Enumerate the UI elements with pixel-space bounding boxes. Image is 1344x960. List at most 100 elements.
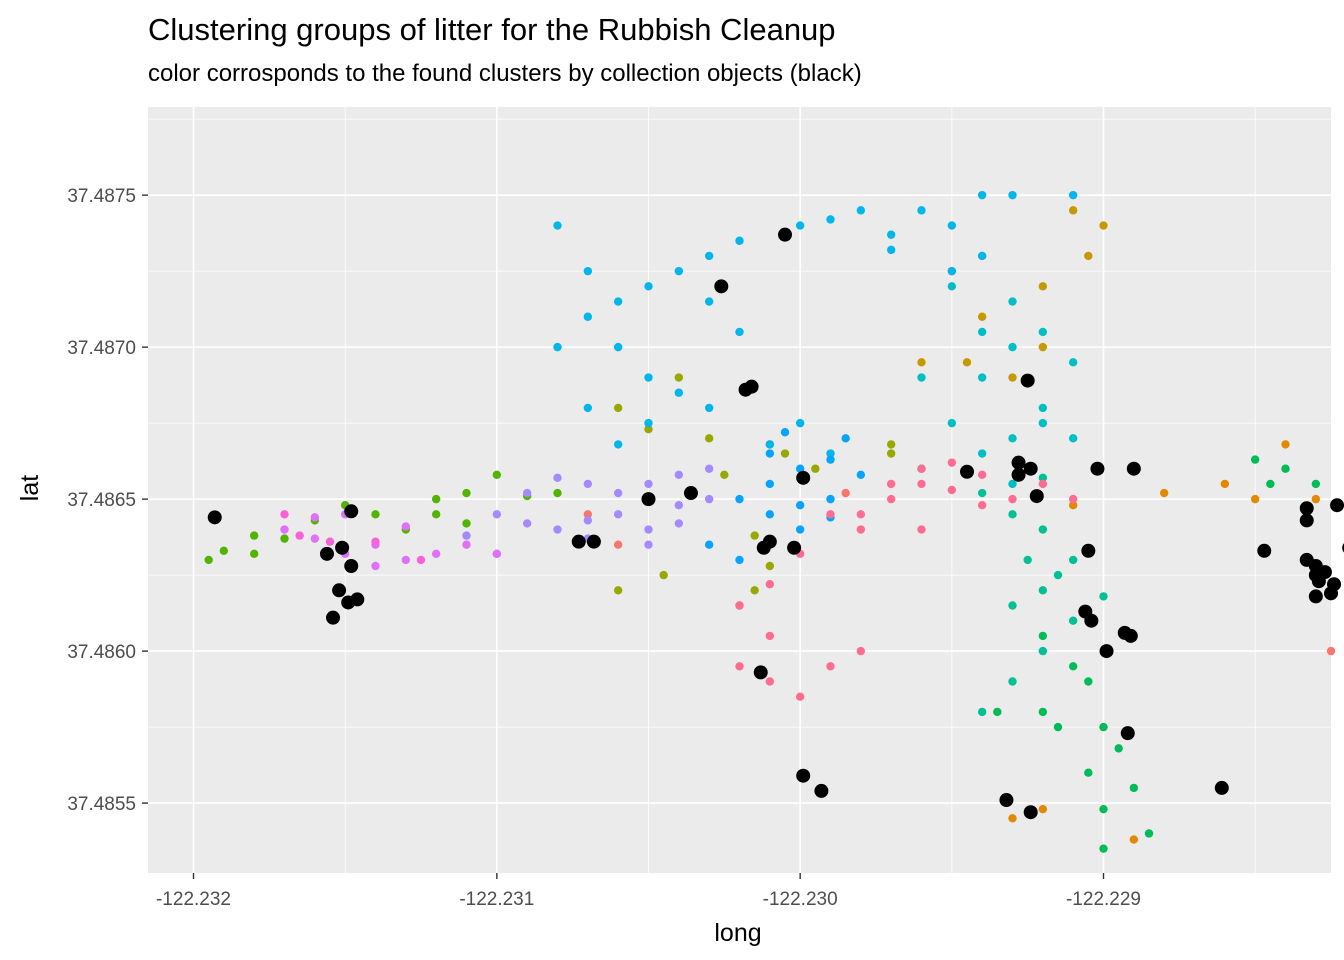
data-point bbox=[613, 440, 623, 449]
data-point bbox=[553, 488, 562, 498]
collection-object-point bbox=[1311, 574, 1326, 589]
data-point bbox=[674, 519, 684, 528]
data-point bbox=[704, 540, 714, 549]
collection-object-point bbox=[1023, 461, 1038, 476]
data-point bbox=[886, 479, 896, 489]
data-point bbox=[977, 251, 987, 261]
data-point bbox=[1068, 494, 1078, 504]
data-point bbox=[977, 190, 987, 200]
data-point bbox=[659, 570, 668, 580]
data-point bbox=[704, 403, 714, 413]
collection-object-point bbox=[1120, 726, 1135, 741]
data-point bbox=[1099, 722, 1108, 732]
collection-object-point bbox=[796, 470, 811, 485]
data-point bbox=[401, 555, 411, 565]
data-point bbox=[811, 464, 820, 473]
data-point bbox=[1084, 768, 1093, 777]
data-point bbox=[613, 488, 623, 498]
collection-object-point bbox=[1090, 461, 1105, 476]
data-point bbox=[492, 470, 502, 480]
data-point bbox=[644, 479, 653, 489]
data-point bbox=[750, 586, 759, 595]
data-point bbox=[1008, 814, 1017, 823]
data-point bbox=[977, 373, 987, 382]
data-point bbox=[1068, 500, 1078, 510]
collection-object-point bbox=[1308, 589, 1323, 604]
y-tick-label: 37.4855 bbox=[67, 794, 136, 815]
y-tick-label: 37.4870 bbox=[67, 338, 136, 359]
data-point bbox=[1038, 631, 1048, 641]
data-point bbox=[993, 707, 1002, 717]
data-point bbox=[1023, 555, 1032, 565]
y-axis-label: lat bbox=[16, 475, 44, 501]
x-axis-label: long bbox=[714, 919, 761, 947]
data-point bbox=[1129, 783, 1139, 793]
data-point bbox=[462, 540, 471, 549]
data-point bbox=[856, 646, 866, 656]
data-point bbox=[583, 266, 593, 276]
data-point bbox=[1068, 662, 1078, 671]
data-point bbox=[917, 525, 926, 534]
data-point bbox=[947, 282, 957, 291]
data-point bbox=[856, 470, 866, 480]
collection-object-point bbox=[1084, 613, 1099, 628]
collection-object-point bbox=[571, 534, 586, 549]
data-point bbox=[947, 266, 957, 276]
data-point bbox=[249, 549, 259, 559]
data-point bbox=[462, 488, 471, 498]
data-point bbox=[704, 297, 714, 306]
data-point bbox=[1266, 479, 1275, 489]
data-point bbox=[613, 510, 623, 519]
data-point bbox=[295, 531, 304, 540]
data-point bbox=[765, 580, 775, 589]
data-point bbox=[720, 470, 729, 480]
data-point bbox=[1250, 455, 1260, 464]
collection-object-point bbox=[1020, 373, 1035, 388]
data-point bbox=[462, 519, 471, 528]
data-point bbox=[977, 500, 987, 510]
collection-object-point bbox=[1081, 543, 1096, 558]
data-point bbox=[1068, 616, 1078, 625]
data-point bbox=[1129, 835, 1139, 844]
data-point bbox=[613, 586, 623, 595]
data-point bbox=[674, 500, 684, 510]
data-point bbox=[583, 479, 593, 489]
data-point bbox=[826, 215, 835, 224]
data-point bbox=[1099, 221, 1108, 230]
data-point bbox=[553, 221, 562, 230]
collection-object-point bbox=[344, 504, 359, 519]
x-axis: -122.232 -122.231 -122.230 -122.229 bbox=[156, 873, 1141, 910]
data-point bbox=[1099, 844, 1108, 853]
collection-object-point bbox=[1324, 586, 1338, 601]
data-point bbox=[841, 434, 850, 443]
data-point bbox=[917, 373, 926, 382]
data-point bbox=[795, 418, 805, 428]
data-point bbox=[280, 525, 289, 534]
collection-object-point bbox=[1299, 513, 1314, 528]
collection-object-point bbox=[335, 540, 350, 555]
data-point bbox=[1008, 494, 1017, 504]
data-point bbox=[492, 549, 502, 559]
data-point bbox=[750, 531, 759, 540]
data-point bbox=[431, 510, 441, 519]
data-point bbox=[1038, 403, 1048, 413]
collection-object-point bbox=[1099, 644, 1114, 659]
y-axis: 37.4855 37.4860 37.4865 37.4870 37.4875 bbox=[67, 186, 148, 815]
data-point bbox=[947, 485, 957, 495]
data-point bbox=[1038, 473, 1048, 483]
collection-object-point bbox=[778, 227, 792, 242]
x-tick-label: -122.230 bbox=[763, 889, 838, 910]
data-point bbox=[1038, 707, 1048, 717]
data-point bbox=[1008, 601, 1017, 610]
data-point bbox=[522, 488, 532, 498]
data-point bbox=[1038, 479, 1048, 489]
data-point bbox=[1008, 342, 1017, 352]
data-point bbox=[371, 510, 380, 519]
chart-subtitle: color corrosponds to the found clusters … bbox=[148, 60, 862, 87]
collection-object-point bbox=[1257, 543, 1272, 558]
collection-object-point bbox=[683, 486, 698, 501]
collection-object-points bbox=[207, 227, 1344, 820]
data-point bbox=[583, 403, 593, 413]
data-point bbox=[765, 510, 775, 519]
collection-object-point bbox=[344, 558, 359, 573]
